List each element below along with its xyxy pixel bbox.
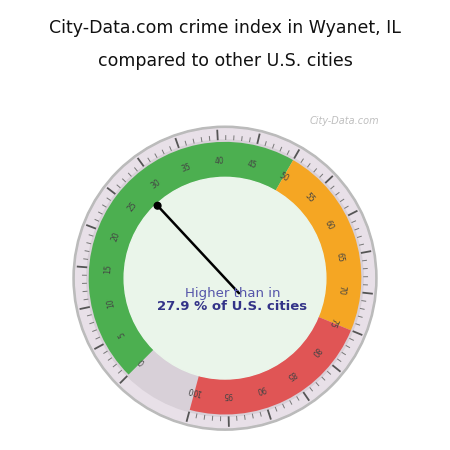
Text: 50: 50	[277, 171, 290, 183]
Text: 0: 0	[138, 356, 147, 366]
Text: compared to other U.S. cities: compared to other U.S. cities	[98, 52, 352, 70]
Circle shape	[73, 126, 377, 430]
Wedge shape	[275, 160, 361, 330]
Text: 45: 45	[247, 159, 258, 170]
Text: 65: 65	[334, 251, 345, 262]
Text: 20: 20	[110, 230, 122, 243]
Text: 5: 5	[117, 330, 127, 338]
Text: 85: 85	[285, 368, 298, 381]
Text: 35: 35	[180, 162, 192, 174]
Wedge shape	[89, 142, 293, 374]
Circle shape	[124, 177, 326, 379]
Text: 60: 60	[323, 219, 335, 232]
Text: 27.9 % of U.S. cities: 27.9 % of U.S. cities	[158, 300, 307, 313]
Text: 15: 15	[104, 264, 113, 274]
Text: 40: 40	[214, 157, 224, 166]
Text: 10: 10	[105, 297, 116, 308]
Text: 70: 70	[336, 285, 346, 296]
Circle shape	[154, 202, 161, 209]
Text: City-Data.com: City-Data.com	[310, 116, 379, 126]
Wedge shape	[190, 317, 351, 414]
Text: Higher than in: Higher than in	[184, 288, 280, 301]
Text: 100: 100	[187, 385, 203, 397]
Text: 25: 25	[126, 201, 139, 214]
Text: 55: 55	[303, 191, 316, 204]
Text: 90: 90	[255, 383, 267, 395]
Text: 80: 80	[309, 345, 322, 358]
Text: City-Data.com crime index in Wyanet, IL: City-Data.com crime index in Wyanet, IL	[49, 19, 401, 37]
Text: 30: 30	[150, 177, 163, 190]
Text: 95: 95	[223, 390, 233, 400]
Circle shape	[76, 129, 374, 427]
Text: 75: 75	[327, 317, 339, 329]
Circle shape	[87, 140, 363, 416]
